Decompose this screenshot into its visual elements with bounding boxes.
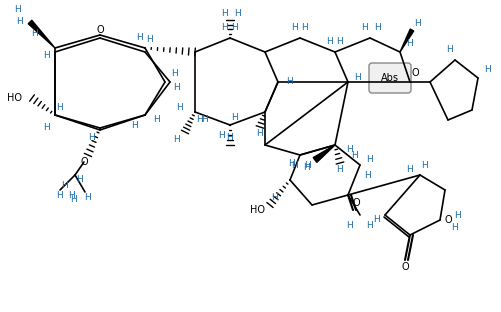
Text: H: H <box>62 181 68 189</box>
Text: H: H <box>291 160 298 169</box>
Text: H: H <box>218 130 225 139</box>
Text: H: H <box>226 133 233 142</box>
Text: H: H <box>44 123 50 131</box>
Text: H: H <box>414 19 420 28</box>
Text: H: H <box>146 36 153 45</box>
Text: HO: HO <box>7 93 22 103</box>
Text: HO: HO <box>249 205 265 215</box>
Text: H: H <box>256 129 263 139</box>
Text: H: H <box>231 23 238 32</box>
Text: H: H <box>77 175 83 184</box>
Text: H: H <box>17 17 24 27</box>
Text: H: H <box>69 191 75 199</box>
Text: H: H <box>454 211 460 220</box>
Text: H: H <box>336 165 343 174</box>
Text: H: H <box>71 196 77 204</box>
Text: H: H <box>421 160 427 169</box>
Text: H: H <box>288 158 295 168</box>
Text: H: H <box>85 193 91 202</box>
Text: H: H <box>89 134 95 143</box>
Text: H: H <box>234 8 241 17</box>
Polygon shape <box>399 29 413 52</box>
Text: H: H <box>231 114 238 123</box>
Text: H: H <box>201 115 208 124</box>
Text: H: H <box>301 23 308 32</box>
Text: H: H <box>366 155 373 164</box>
Polygon shape <box>28 20 55 48</box>
Text: H: H <box>346 145 353 154</box>
Text: H: H <box>173 135 180 144</box>
Text: H: H <box>136 33 143 42</box>
Text: H: H <box>196 115 203 124</box>
Polygon shape <box>313 145 334 163</box>
Text: H: H <box>326 37 333 46</box>
Text: H: H <box>221 8 228 17</box>
Text: O: O <box>96 25 104 35</box>
Text: O: O <box>410 68 418 78</box>
Text: H: H <box>374 23 381 32</box>
Text: H: H <box>351 150 358 159</box>
Text: O: O <box>400 262 408 272</box>
Text: H: H <box>446 46 452 55</box>
Text: O: O <box>80 157 88 167</box>
Text: H: H <box>373 216 380 225</box>
Text: H: H <box>57 191 63 199</box>
Text: H: H <box>221 23 228 32</box>
Text: H: H <box>15 6 22 14</box>
Text: H: H <box>303 163 310 172</box>
Text: H: H <box>354 72 361 81</box>
Text: H: H <box>57 103 63 111</box>
Text: H: H <box>176 103 183 111</box>
Text: O: O <box>443 215 451 225</box>
Text: H: H <box>271 193 278 202</box>
Text: H: H <box>173 82 180 91</box>
Text: H: H <box>406 40 412 48</box>
Text: H: H <box>286 77 293 86</box>
Text: H: H <box>291 23 298 32</box>
Text: H: H <box>336 37 343 46</box>
Text: H: H <box>406 165 412 174</box>
Text: H: H <box>44 51 50 61</box>
FancyBboxPatch shape <box>368 63 410 93</box>
Text: H: H <box>346 221 353 230</box>
Text: H: H <box>153 115 160 124</box>
Text: H: H <box>171 70 178 79</box>
Text: H: H <box>32 30 38 38</box>
Text: H: H <box>483 66 490 75</box>
Text: H: H <box>451 223 457 232</box>
Text: Abs: Abs <box>380 73 398 83</box>
Text: H: H <box>366 221 373 230</box>
Text: H: H <box>304 160 311 169</box>
Text: H: H <box>361 23 368 32</box>
Text: H: H <box>131 120 138 129</box>
Text: H: H <box>364 170 371 179</box>
Text: O: O <box>352 198 359 208</box>
